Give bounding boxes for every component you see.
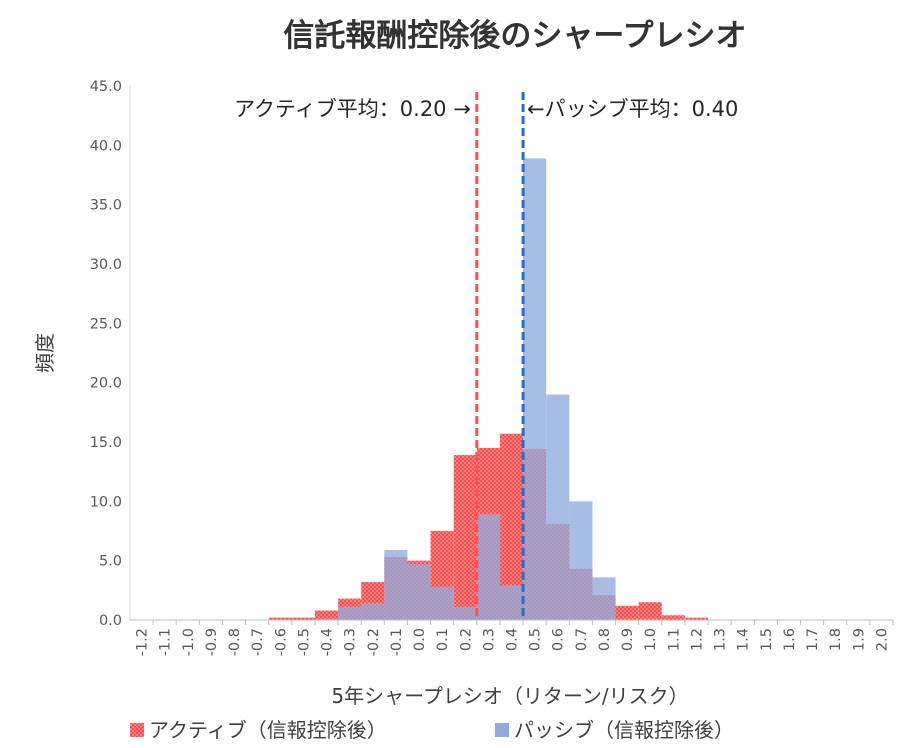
bar-passive--0.3 <box>338 606 362 620</box>
bar-passive-0.0 <box>407 564 431 620</box>
x-tick-label: -0.7 <box>250 628 266 656</box>
x-tick-label: 0.8 <box>597 628 613 651</box>
bar-passive--0.1 <box>384 549 408 620</box>
legend-label-active: アクティブ（信報控除後） <box>149 718 387 742</box>
reference-label-active-mean: アクティブ平均：0.20 → <box>234 97 471 121</box>
bar-active-1.1 <box>661 615 685 620</box>
legend-swatch-passive <box>495 723 509 737</box>
x-tick-label: 1.8 <box>828 628 844 651</box>
bar-active--0.6 <box>268 617 292 620</box>
x-tick-label: -0.9 <box>204 628 220 656</box>
x-tick-label: 0.9 <box>620 628 636 651</box>
bar-passive-0.7 <box>569 501 593 620</box>
x-axis-title: 5年シャープレシオ（リターン/リスク） <box>331 684 688 708</box>
x-tick-label: -0.4 <box>320 628 336 656</box>
x-tick-label: 0.6 <box>551 628 567 651</box>
y-tick-label: 15.0 <box>90 435 122 451</box>
bar-active-0.2 <box>453 455 477 620</box>
y-tick-label: 25.0 <box>90 316 122 332</box>
bar-passive-0.1 <box>430 586 454 620</box>
x-tick-label: -0.8 <box>227 628 243 656</box>
x-tick-label: 1.2 <box>689 628 705 651</box>
y-tick-label: 0.0 <box>99 613 122 629</box>
bar-passive-0.3 <box>476 514 500 620</box>
y-tick-label: 20.0 <box>90 376 122 392</box>
bar-active-1.0 <box>638 602 662 620</box>
chart-title: 信託報酬控除後のシャープレシオ <box>283 18 746 54</box>
x-tick-label: -1.1 <box>158 628 174 656</box>
bar-passive-0.6 <box>546 394 570 620</box>
y-tick-label: 45.0 <box>90 79 122 95</box>
x-tick-label: 0.4 <box>505 628 521 651</box>
x-tick-label: 0.7 <box>574 628 590 651</box>
y-tick-label: 5.0 <box>99 554 122 570</box>
x-tick-label: -1.2 <box>135 628 151 656</box>
x-tick-label: 1.6 <box>782 628 798 651</box>
x-tick-label: -0.5 <box>296 628 312 656</box>
legend-swatch-active <box>130 723 144 737</box>
x-tick-label: 2.0 <box>874 628 890 651</box>
x-tick-label: -1.0 <box>181 628 197 656</box>
y-axis-title: 頻度 <box>33 333 57 373</box>
legend-label-passive: パッシブ（信報控除後） <box>514 718 734 742</box>
x-tick-label: 1.7 <box>805 628 821 651</box>
x-tick-label: -0.3 <box>343 628 359 656</box>
bar-passive-0.2 <box>453 606 477 620</box>
bar-passive--0.2 <box>361 603 385 620</box>
x-tick-label: 0.1 <box>435 628 451 651</box>
bar-passive-0.4 <box>499 585 524 620</box>
x-tick-label: 1.1 <box>666 628 682 651</box>
x-tick-label: 1.5 <box>759 628 775 651</box>
y-tick-label: 10.0 <box>90 494 122 510</box>
x-tick-label: -0.6 <box>273 628 289 656</box>
bar-passive-0.5 <box>523 158 547 621</box>
x-tick-label: -0.2 <box>366 628 382 656</box>
bar-active--0.5 <box>291 617 315 620</box>
x-tick-label: 0.2 <box>458 628 474 651</box>
bar-active-0.9 <box>615 605 639 620</box>
x-tick-label: 1.3 <box>713 628 729 651</box>
bar-active-0.4 <box>499 433 524 620</box>
bar-active--0.4 <box>314 610 339 620</box>
x-tick-label: 0.3 <box>481 628 497 651</box>
y-tick-label: 35.0 <box>90 198 122 214</box>
legend: アクティブ（信報控除後） パッシブ（信報控除後） <box>130 718 734 742</box>
x-tick-label: 1.0 <box>643 628 659 651</box>
y-tick-label: 30.0 <box>90 257 122 273</box>
bar-passive--0.4 <box>314 618 339 620</box>
bar-passive-0.8 <box>592 577 616 620</box>
x-tick-label: 1.9 <box>851 628 867 651</box>
x-tick-label: -0.1 <box>389 628 405 656</box>
x-tick-label: 0.0 <box>412 628 428 651</box>
y-tick-label: 40.0 <box>90 138 122 154</box>
x-tick-label: 1.4 <box>736 628 752 651</box>
x-tick-label: 0.5 <box>528 628 544 651</box>
bar-active-1.2 <box>684 617 709 620</box>
reference-label-passive-mean: ←パッシブ平均：0.40 <box>527 97 738 121</box>
